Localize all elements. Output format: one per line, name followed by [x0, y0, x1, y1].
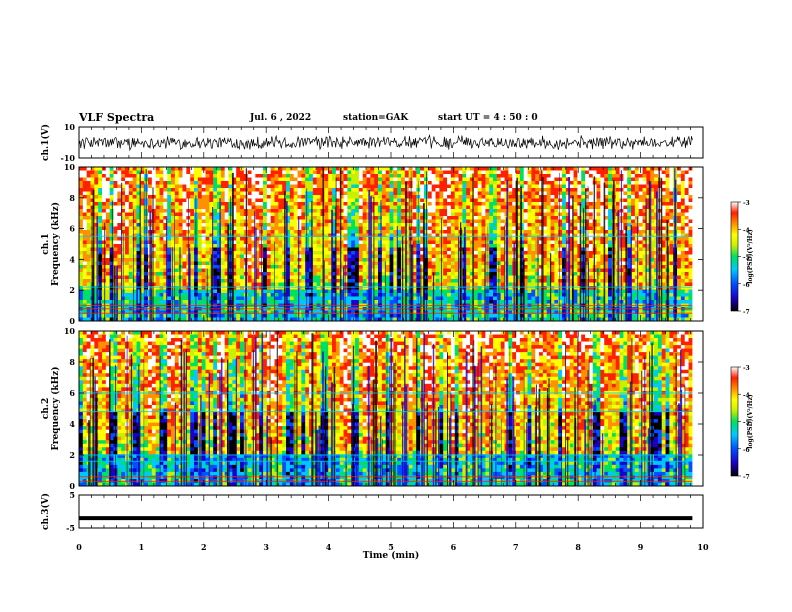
figure-title: VLF Spectra: [79, 111, 155, 124]
ch2-colorbar-tick-label: -7: [743, 474, 750, 481]
ch2-spectrogram-ylabel: ch.2: [41, 398, 51, 419]
ch2-colorbar-gradient: [730, 366, 739, 477]
date-label: Jul. 6 , 2022: [250, 113, 312, 123]
ch2-spectrogram-y-tick-label: 0: [69, 481, 75, 491]
start-ut-label: start UT = 4 : 50 : 0: [438, 113, 538, 123]
ch3-waveform-y-tick-label: -5: [66, 523, 75, 533]
ch1-spectrogram-y-tick-label: 4: [69, 254, 75, 264]
ch2-spectrogram-y-tick-label: 4: [69, 419, 75, 429]
x-tick-label: 5: [388, 542, 394, 552]
ch1-waveform-y-tick-label: 10: [64, 122, 76, 132]
ch2-spectrogram-y-tick-label: 6: [69, 388, 75, 398]
x-tick-label: 1: [139, 542, 145, 552]
no-data-region: [692, 167, 703, 321]
ch1-spectrogram-y-tick-label: 2: [69, 285, 75, 295]
no-data-region: [692, 331, 703, 486]
ch1-spectrogram-y-tick-label: 0: [69, 316, 75, 326]
ch2-colorbar-tick-label: -6: [743, 447, 750, 454]
ch1-waveform-trace: [78, 133, 693, 152]
ch2-colorbar-tick-label: -5: [743, 420, 750, 427]
x-tick-label: 2: [201, 542, 207, 552]
ch2-spectrogram-y-tick-label: 8: [69, 357, 75, 367]
ch2-colorbar-label: log(PSD)(V²/Hz): [747, 394, 754, 449]
ch1-colorbar-tick-label: -7: [743, 309, 750, 316]
x-axis-title: Time (min): [363, 550, 420, 561]
ch1-spectrogram-image: [79, 167, 703, 322]
ch1-spectrogram-ylabel: ch.1: [41, 233, 51, 254]
x-tick-label: 8: [575, 542, 581, 552]
ch1-waveform-y-tick-label: -10: [61, 153, 76, 163]
ch2-spectrogram-image: [79, 331, 703, 487]
ch3-waveform-ylabel: ch.3(V): [40, 493, 51, 530]
ch1-colorbar-gradient: [730, 201, 739, 312]
ch1-colorbar-tick-label: -5: [743, 255, 750, 262]
ch2-colorbar-tick-label: -3: [743, 365, 750, 372]
ch2-colorbar-tick-label: -4: [743, 392, 750, 399]
ch3-waveform-y-tick-label: 5: [69, 490, 75, 500]
ch2-spectrogram-ylabel: Frequency (kHz): [50, 366, 61, 450]
station-label: station=GAK: [343, 113, 409, 123]
ch1-waveform-ylabel: ch.1(V): [40, 124, 51, 161]
x-tick-label: 0: [76, 542, 82, 552]
x-tick-label: 3: [263, 542, 269, 552]
ch1-spectrogram-ylabel: Frequency (kHz): [50, 202, 61, 286]
ch1-colorbar-label: log(PSD)(V²/Hz): [747, 229, 754, 284]
ch1-colorbar-tick-label: -6: [743, 282, 750, 289]
x-tick-label: 4: [326, 542, 332, 552]
ch1-spectrogram-y-tick-label: 10: [64, 162, 76, 172]
ch2-spectrogram-y-tick-label: 10: [64, 326, 76, 336]
ch1-spectrogram-y-tick-label: 6: [69, 224, 75, 234]
x-tick-label: 6: [451, 542, 457, 552]
x-tick-label: 9: [638, 542, 644, 552]
ch2-spectrogram-y-tick-label: 2: [69, 450, 75, 460]
ch1-spectrogram-y-tick-label: 8: [69, 193, 75, 203]
ch1-colorbar-tick-label: -4: [743, 227, 750, 234]
x-tick-label: 10: [697, 542, 709, 552]
x-tick-label: 7: [513, 542, 519, 552]
ch1-colorbar-tick-label: -3: [743, 200, 750, 207]
